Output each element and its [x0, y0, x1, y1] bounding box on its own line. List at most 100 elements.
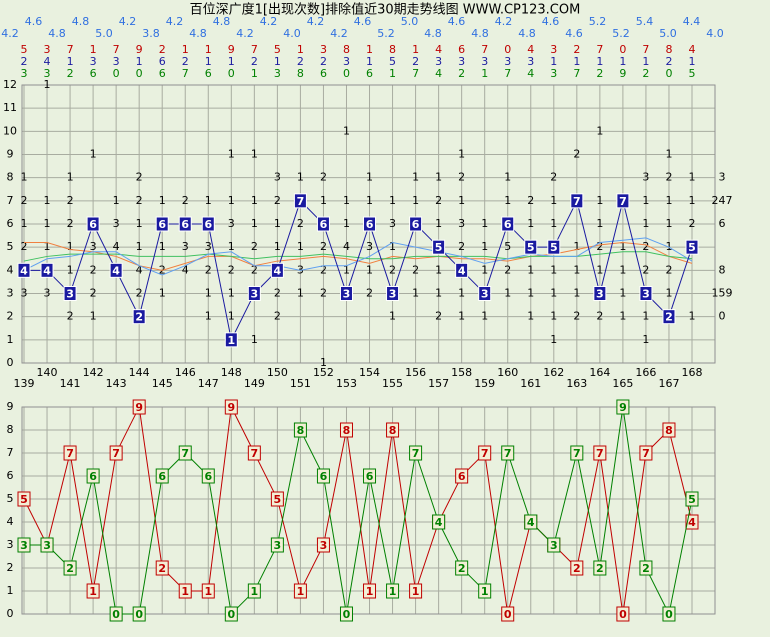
digit: 5: [274, 43, 281, 56]
count-label: 1: [596, 217, 603, 230]
point-box: [247, 445, 261, 461]
point-label: 7: [251, 447, 259, 460]
average-label: 5.0: [659, 27, 677, 40]
point-box: [478, 583, 492, 599]
count-label: 3: [90, 240, 97, 253]
digit: 2: [458, 67, 465, 80]
y-tick-label: 10: [3, 124, 17, 137]
point-label: 7: [412, 447, 420, 460]
digit: 7: [596, 43, 603, 56]
digit: 1: [642, 55, 649, 68]
digit: 0: [136, 67, 143, 80]
x-tick-label: 168: [682, 366, 703, 379]
point-label: 6: [204, 218, 212, 231]
average-label: 4.4: [683, 15, 701, 28]
digit: 1: [67, 55, 74, 68]
point-box: [86, 583, 100, 599]
x-tick-label: 139: [14, 377, 35, 390]
x-tick-label: 153: [336, 377, 357, 390]
average-label: 4.6: [448, 15, 466, 28]
average-label: 4.0: [283, 27, 301, 40]
count-label: 1: [619, 310, 626, 323]
average-label: 4.2: [307, 15, 325, 28]
point-label: 9: [135, 401, 143, 414]
point-box: [478, 445, 492, 461]
digit: 2: [320, 55, 327, 68]
count-label: 1: [665, 217, 672, 230]
y-tick-label: 5: [7, 240, 14, 253]
point-label: 3: [320, 539, 328, 552]
point-label: 1: [366, 585, 374, 598]
point-box: [270, 537, 284, 553]
count-label: 1: [320, 194, 327, 207]
count-label: 1: [251, 194, 258, 207]
average-label: 4.2: [260, 15, 278, 28]
count-label: 1: [113, 194, 120, 207]
count-label: 1: [412, 194, 419, 207]
count-label: 1: [90, 310, 97, 323]
count-label: 1: [251, 217, 258, 230]
point-label: 2: [458, 562, 466, 575]
y-tick-label: 11: [3, 101, 17, 114]
x-tick-label: 163: [566, 377, 587, 390]
count-label: 1: [458, 287, 465, 300]
point-box: [501, 216, 515, 232]
point-box: [86, 468, 100, 484]
point-box: [616, 399, 630, 415]
point-label: 6: [158, 470, 166, 483]
count-label: 1: [619, 240, 626, 253]
point-label: 2: [135, 311, 143, 324]
y-tick-label: 1: [7, 584, 14, 597]
digit: 1: [251, 67, 258, 80]
point-box: [178, 583, 192, 599]
digit: 0: [228, 67, 235, 80]
point-label: 4: [527, 516, 535, 529]
digit: 2: [159, 43, 166, 56]
average-label: 4.6: [542, 15, 560, 28]
count-label: 1: [481, 217, 488, 230]
count-label: 2: [550, 171, 557, 184]
digit: 4: [435, 67, 442, 80]
point-label: 4: [112, 264, 120, 277]
count-label: 1: [504, 287, 511, 300]
point-label: 1: [297, 585, 305, 598]
count-label: 1: [527, 310, 534, 323]
digit: 7: [573, 67, 580, 80]
point-box: [270, 491, 284, 507]
count-label: 2: [320, 240, 327, 253]
count-label: 1: [228, 310, 235, 323]
count-label: 1: [274, 240, 281, 253]
point-label: 7: [573, 195, 581, 208]
point-box: [501, 606, 515, 622]
point-box: [685, 491, 699, 507]
count-label: 2: [689, 217, 696, 230]
count-label: 1: [689, 194, 696, 207]
count-label: 3: [642, 171, 649, 184]
count-label: 1: [343, 263, 350, 276]
count-label: 1: [596, 263, 603, 276]
point-label: 6: [504, 218, 512, 231]
point-box: [685, 514, 699, 530]
point-label: 3: [274, 539, 282, 552]
x-tick-label: 146: [175, 366, 196, 379]
average-label: 4.2: [1, 27, 19, 40]
point-box: [524, 514, 538, 530]
digit: 2: [21, 55, 28, 68]
y-tick-label: 6: [7, 217, 14, 230]
x-tick-label: 145: [152, 377, 173, 390]
point-box: [63, 286, 77, 301]
average-label: 4.8: [424, 27, 442, 40]
count-label: 3: [366, 240, 373, 253]
count-label: 3: [274, 171, 281, 184]
point-label: 2: [158, 562, 166, 575]
count-label: 1: [619, 263, 626, 276]
digit: 3: [481, 55, 488, 68]
point-label: 5: [435, 241, 443, 254]
y-tick-label: 3: [7, 287, 14, 300]
x-tick-label: 167: [658, 377, 679, 390]
point-box: [662, 422, 676, 438]
point-label: 7: [297, 195, 305, 208]
point-box: [247, 583, 261, 599]
x-tick-label: 161: [520, 377, 541, 390]
